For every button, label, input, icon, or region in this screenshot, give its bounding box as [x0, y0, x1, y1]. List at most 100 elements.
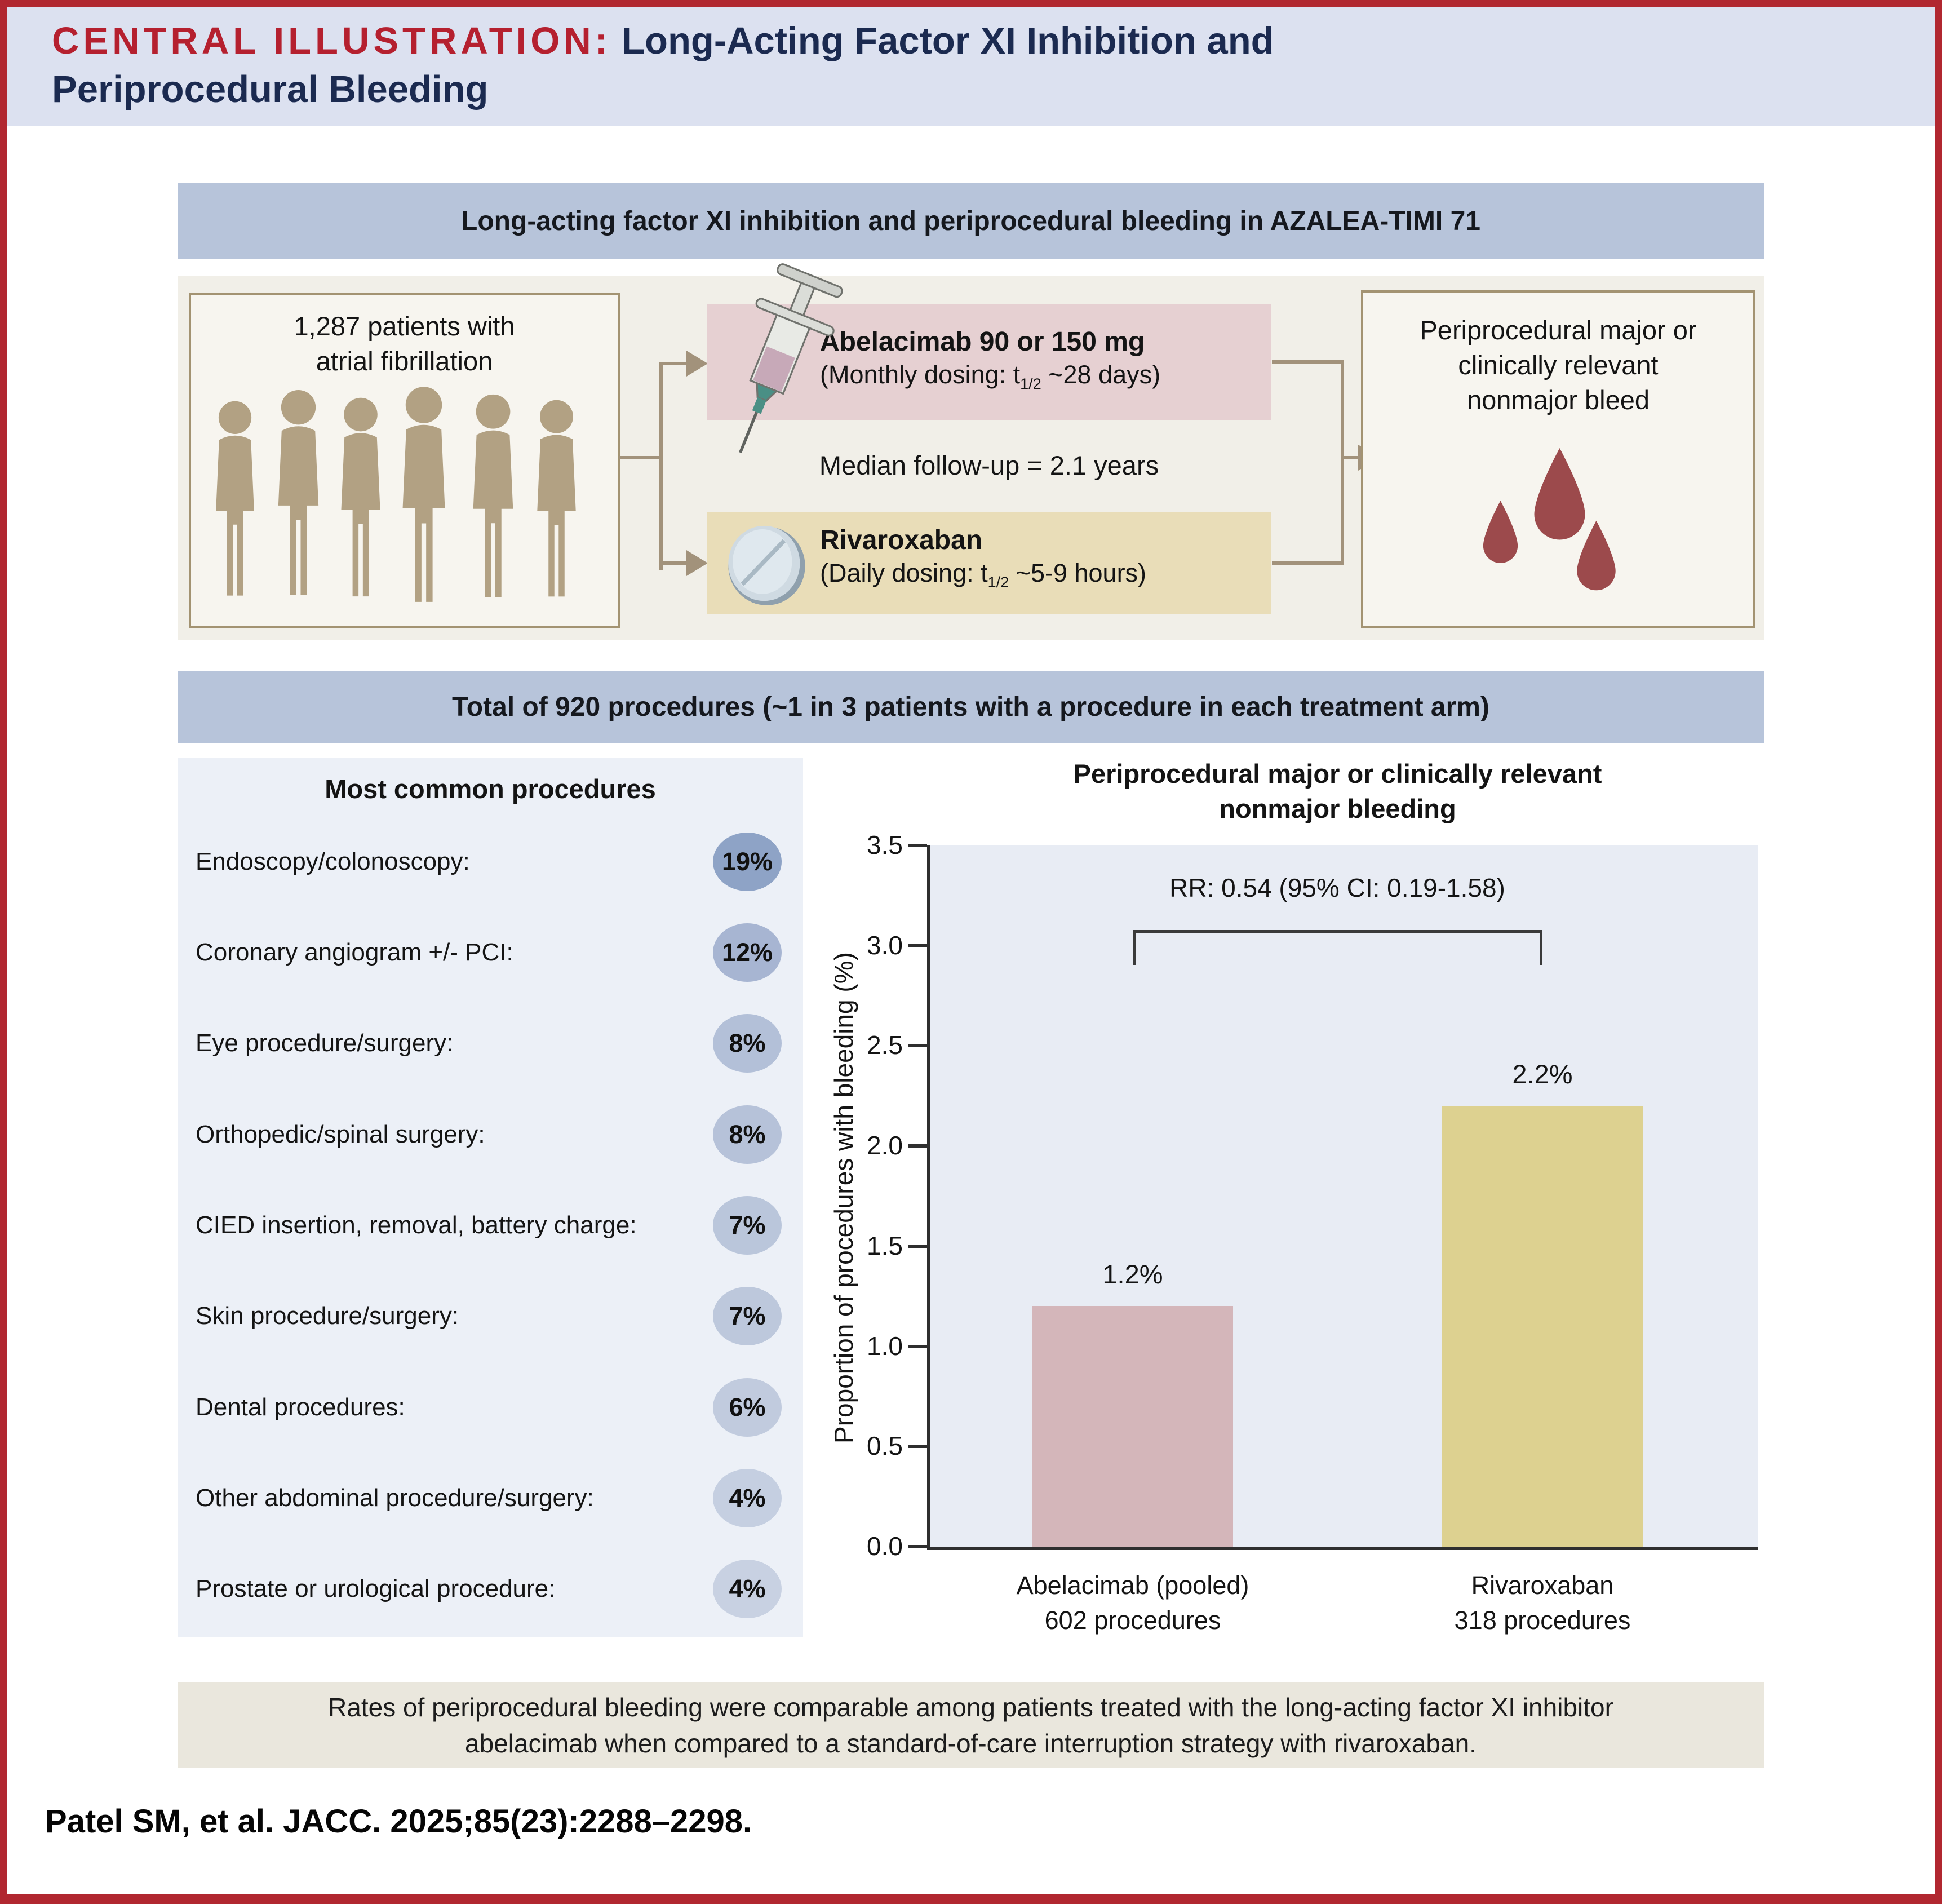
percentage-bubble: 7% — [713, 1195, 782, 1255]
y-tick-label: 2.5 — [867, 1030, 903, 1060]
connector-right-vertical — [1341, 360, 1344, 565]
x-axis-label: Abelacimab (pooled) 602 procedures — [935, 1568, 1330, 1638]
frame-top-bar — [0, 0, 1942, 7]
pill-icon — [728, 525, 805, 605]
procedure-row: Eye procedure/surgery: 8% — [178, 998, 803, 1089]
percentage-bubble: 7% — [713, 1287, 782, 1346]
procedure-label: Other abdominal procedure/surgery: — [196, 1484, 594, 1512]
y-tick-label: 3.5 — [867, 830, 903, 860]
procedure-label: Eye procedure/surgery: — [196, 1029, 454, 1057]
frame-left-bar — [0, 0, 7, 1904]
chart-bar — [1032, 1306, 1233, 1547]
connector-patients-out — [619, 456, 661, 459]
header-band — [7, 7, 1935, 126]
figure-title: CENTRAL ILLUSTRATION: Long-Acting Factor … — [52, 17, 1889, 114]
y-tick-mark — [908, 1545, 927, 1548]
y-tick-mark — [908, 1445, 927, 1449]
abelacimab-title: Abelacimab 90 or 150 mg — [820, 327, 1145, 357]
procedures-banner-text: Total of 920 procedures (~1 in 3 patient… — [452, 692, 1489, 722]
chart-y-axis-label: Proportion of procedures with bleeding (… — [829, 952, 858, 1444]
frame-right-bar — [1935, 0, 1942, 1904]
x-axis-sublabel: 602 procedures — [1044, 1606, 1221, 1635]
percentage-bubble: 8% — [713, 1014, 782, 1073]
percentage-bubble: 6% — [713, 1378, 782, 1437]
arrow-to-rivaroxaban-icon — [686, 550, 708, 576]
procedure-row: Dental procedures: 6% — [178, 1362, 803, 1453]
percentage-bubble: 19% — [713, 832, 782, 891]
arrow-to-abelacimab-icon — [686, 351, 708, 377]
y-tick-mark — [908, 1044, 927, 1048]
procedure-label: Skin procedure/surgery: — [196, 1302, 459, 1330]
study-banner: Long-acting factor XI inhibition and per… — [178, 183, 1764, 259]
procedure-label: Prostate or urological procedure: — [196, 1575, 556, 1603]
x-axis-category: Abelacimab (pooled) — [1016, 1571, 1249, 1600]
frame-bottom-bar — [0, 1894, 1942, 1904]
connector-to-rivaroxaban — [663, 561, 688, 565]
y-tick-label: 1.0 — [867, 1331, 903, 1361]
procedure-row: Coronary angiogram +/- PCI: 12% — [178, 907, 803, 998]
procedure-label: CIED insertion, removal, battery charge: — [196, 1211, 637, 1239]
bar-value-label: 1.2% — [1102, 1259, 1163, 1290]
x-axis-category: Rivaroxaban — [1471, 1571, 1614, 1600]
figure-title-rest: Long-Acting Factor XI Inhibition and — [622, 20, 1274, 62]
chart-annotation-bracket — [1133, 930, 1542, 965]
abelacimab-text: Abelacimab 90 or 150 mg (Monthly dosing:… — [820, 326, 1265, 400]
procedures-list: Endoscopy/colonoscopy: 19% Coronary angiog… — [178, 816, 803, 1635]
connector-to-abelacimab — [663, 362, 688, 365]
procedure-label: Dental procedures: — [196, 1393, 405, 1421]
procedure-row: Endoscopy/colonoscopy: 19% — [178, 816, 803, 907]
procedure-row: Skin procedure/surgery: 7% — [178, 1271, 803, 1362]
y-tick-label: 3.0 — [867, 930, 903, 960]
percentage-bubble: 12% — [713, 923, 782, 982]
rivaroxaban-text: Rivaroxaban (Daily dosing: t1/2 ~5-9 hou… — [820, 524, 1265, 599]
procedure-row: Prostate or urological procedure: 4% — [178, 1544, 803, 1635]
figure-title-label: CENTRAL ILLUSTRATION: — [52, 20, 612, 62]
blood-drops-icon — [1483, 448, 1616, 591]
y-tick-label: 0.5 — [867, 1431, 903, 1461]
summary-note-box: Rates of periprocedural bleeding were co… — [178, 1682, 1764, 1768]
procedures-panel — [178, 758, 803, 1637]
y-tick-mark — [908, 1244, 927, 1248]
percentage-bubble: 8% — [713, 1105, 782, 1164]
y-tick-label: 2.0 — [867, 1131, 903, 1161]
connector-rivaroxaban-out — [1272, 561, 1344, 565]
syringe-icon — [739, 263, 843, 454]
bar-value-label: 2.2% — [1512, 1059, 1573, 1090]
percentage-bubble: 4% — [713, 1560, 782, 1619]
y-tick-mark — [908, 944, 927, 947]
procedure-label: Coronary angiogram +/- PCI: — [196, 938, 513, 966]
chart-annotation: RR: 0.54 (95% CI: 0.19-1.58) — [1169, 873, 1505, 902]
procedures-title: Most common procedures — [325, 774, 656, 804]
figure-title-line2: Periprocedural Bleeding — [52, 68, 489, 110]
rivaroxaban-dosing: (Daily dosing: t1/2 ~5-9 hours) — [820, 559, 1147, 591]
x-axis-sublabel: 318 procedures — [1454, 1606, 1631, 1635]
procedure-label: Orthopedic/spinal surgery: — [196, 1120, 485, 1148]
procedure-row: Other abdominal procedure/surgery: 4% — [178, 1453, 803, 1543]
outcome-text: Periprocedural major or clinically relev… — [1420, 315, 1697, 415]
y-tick-mark — [908, 1344, 927, 1348]
procedure-row: CIED insertion, removal, battery charge:… — [178, 1180, 803, 1270]
median-followup-text: Median follow-up = 2.1 years — [819, 450, 1159, 480]
chart-bar — [1442, 1106, 1643, 1547]
procedure-row: Orthopedic/spinal surgery: 8% — [178, 1089, 803, 1180]
y-tick-label: 1.5 — [867, 1230, 903, 1260]
study-banner-text: Long-acting factor XI inhibition and per… — [461, 206, 1480, 236]
connector-left-vertical — [659, 362, 663, 570]
x-axis-label: Rivaroxaban 318 procedures — [1345, 1568, 1740, 1638]
abelacimab-dosing: (Monthly dosing: t1/2 ~28 days) — [820, 360, 1161, 392]
y-tick-mark — [908, 844, 927, 847]
patients-text: 1,287 patients with atrial fibrillation — [294, 311, 515, 376]
procedures-banner: Total of 920 procedures (~1 in 3 patient… — [178, 671, 1764, 743]
patients-silhouettes-icon — [216, 387, 576, 602]
rivaroxaban-title: Rivaroxaban — [820, 525, 983, 555]
y-tick-label: 0.0 — [867, 1531, 903, 1561]
citation: Patel SM, et al. JACC. 2025;85(23):2288–… — [45, 1803, 752, 1840]
procedure-label: Endoscopy/colonoscopy: — [196, 847, 470, 875]
connector-to-outcome — [1344, 456, 1360, 459]
summary-note-text: Rates of periprocedural bleeding were co… — [328, 1693, 1613, 1758]
y-tick-mark — [908, 1144, 927, 1148]
connector-abelacimab-out — [1272, 360, 1344, 364]
percentage-bubble: 4% — [713, 1468, 782, 1527]
chart-title: Periprocedural major or clinically relev… — [1073, 759, 1602, 823]
